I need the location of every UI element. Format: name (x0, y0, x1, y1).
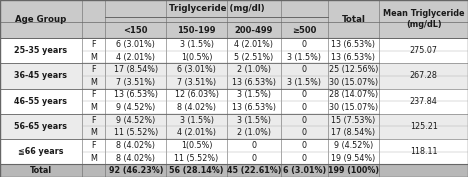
Text: M: M (90, 78, 97, 87)
Text: 28 (14.07%): 28 (14.07%) (329, 90, 378, 99)
Text: 13 (6.53%): 13 (6.53%) (114, 90, 158, 99)
Text: 9 (4.52%): 9 (4.52%) (334, 141, 373, 150)
Bar (0, 101, 468, 114)
Text: 0: 0 (302, 90, 307, 99)
Text: 4 (2.01%): 4 (2.01%) (235, 40, 273, 49)
Text: 3 (1.5%): 3 (1.5%) (237, 116, 271, 125)
Text: 0: 0 (302, 141, 307, 150)
Text: 6 (3.01%): 6 (3.01%) (177, 65, 216, 74)
Text: 0: 0 (302, 128, 307, 137)
Text: 92 (46.23%): 92 (46.23%) (109, 166, 163, 175)
Text: 199 (100%): 199 (100%) (328, 166, 379, 175)
Text: 118.11: 118.11 (410, 147, 438, 156)
Bar (0, 0, 468, 22)
Bar (0, 114, 468, 127)
Text: 275.07: 275.07 (410, 46, 438, 55)
Text: 150-199: 150-199 (177, 26, 216, 35)
Text: 0: 0 (252, 154, 256, 162)
Bar (0, 127, 468, 139)
Text: 0: 0 (302, 103, 307, 112)
Text: ≥500: ≥500 (292, 26, 317, 35)
Text: Total: Total (341, 15, 365, 24)
Text: 237.84: 237.84 (410, 97, 438, 106)
Text: 30 (15.07%): 30 (15.07%) (329, 103, 378, 112)
Bar (0, 152, 468, 164)
Bar (0, 164, 468, 177)
Text: 9 (4.52%): 9 (4.52%) (116, 116, 155, 125)
Text: ≦66 years: ≦66 years (18, 147, 64, 156)
Text: F: F (91, 40, 96, 49)
Text: M: M (90, 103, 97, 112)
Text: 125.21: 125.21 (410, 122, 438, 131)
Text: 0: 0 (302, 40, 307, 49)
Text: 8 (4.02%): 8 (4.02%) (116, 141, 155, 150)
Text: 46-55 years: 46-55 years (15, 97, 67, 106)
Text: 11 (5.52%): 11 (5.52%) (114, 128, 158, 137)
Text: 9 (4.52%): 9 (4.52%) (116, 103, 155, 112)
Text: 12 (6.03%): 12 (6.03%) (174, 90, 219, 99)
Text: 3 (1.5%): 3 (1.5%) (180, 40, 214, 49)
Text: Mean Triglyceride
(mg/dL): Mean Triglyceride (mg/dL) (383, 9, 465, 29)
Text: <150: <150 (124, 26, 148, 35)
Text: 3 (1.5%): 3 (1.5%) (287, 78, 321, 87)
Text: 19 (9.54%): 19 (9.54%) (331, 154, 375, 162)
Text: Age Group: Age Group (15, 15, 67, 24)
Text: F: F (91, 65, 96, 74)
Text: 267.28: 267.28 (410, 72, 438, 81)
Text: 36-45 years: 36-45 years (15, 72, 67, 81)
Text: 13 (6.53%): 13 (6.53%) (232, 103, 276, 112)
Text: 15 (7.53%): 15 (7.53%) (331, 116, 375, 125)
Text: 200-499: 200-499 (235, 26, 273, 35)
Text: 11 (5.52%): 11 (5.52%) (174, 154, 219, 162)
Text: Triglyceride (mg/dl): Triglyceride (mg/dl) (169, 4, 264, 13)
Text: 1(0.5%): 1(0.5%) (181, 141, 212, 150)
Text: 17 (8.54%): 17 (8.54%) (114, 65, 158, 74)
Text: 17 (8.54%): 17 (8.54%) (331, 128, 375, 137)
Text: 2 (1.0%): 2 (1.0%) (237, 128, 271, 137)
Text: 7 (3.51%): 7 (3.51%) (177, 78, 216, 87)
Bar (0, 22, 468, 38)
Text: M: M (90, 128, 97, 137)
Text: 6 (3.01%): 6 (3.01%) (116, 40, 155, 49)
Text: F: F (91, 90, 96, 99)
Text: F: F (91, 141, 96, 150)
Bar (0, 38, 468, 51)
Text: Total: Total (30, 166, 52, 175)
Text: M: M (90, 53, 97, 61)
Text: 56-65 years: 56-65 years (15, 122, 67, 131)
Text: 4 (2.01%): 4 (2.01%) (116, 53, 155, 61)
Text: 13 (6.53%): 13 (6.53%) (331, 53, 375, 61)
Text: 5 (2.51%): 5 (2.51%) (234, 53, 273, 61)
Text: F: F (91, 116, 96, 125)
Text: 45 (22.61%): 45 (22.61%) (227, 166, 281, 175)
Text: 0: 0 (252, 141, 256, 150)
Bar (0, 88, 468, 101)
Text: 0: 0 (302, 154, 307, 162)
Text: 13 (6.53%): 13 (6.53%) (331, 40, 375, 49)
Bar (0, 76, 468, 88)
Text: 30 (15.07%): 30 (15.07%) (329, 78, 378, 87)
Bar (0, 51, 468, 63)
Text: 3 (1.5%): 3 (1.5%) (237, 90, 271, 99)
Text: 4 (2.01%): 4 (2.01%) (177, 128, 216, 137)
Text: 3 (1.5%): 3 (1.5%) (287, 53, 321, 61)
Text: 25-35 years: 25-35 years (14, 46, 67, 55)
Text: 2 (1.0%): 2 (1.0%) (237, 65, 271, 74)
Text: 8 (4.02%): 8 (4.02%) (177, 103, 216, 112)
Text: 1(0.5%): 1(0.5%) (181, 53, 212, 61)
Text: 25 (12.56%): 25 (12.56%) (329, 65, 378, 74)
Text: 7 (3.51%): 7 (3.51%) (116, 78, 155, 87)
Bar (0, 139, 468, 152)
Text: 0: 0 (302, 116, 307, 125)
Bar (0, 63, 468, 76)
Text: 3 (1.5%): 3 (1.5%) (180, 116, 214, 125)
Text: 13 (6.53%): 13 (6.53%) (232, 78, 276, 87)
Text: 6 (3.01%): 6 (3.01%) (283, 166, 326, 175)
Text: M: M (90, 154, 97, 162)
Text: 8 (4.02%): 8 (4.02%) (116, 154, 155, 162)
Text: 56 (28.14%): 56 (28.14%) (169, 166, 224, 175)
Text: 0: 0 (302, 65, 307, 74)
